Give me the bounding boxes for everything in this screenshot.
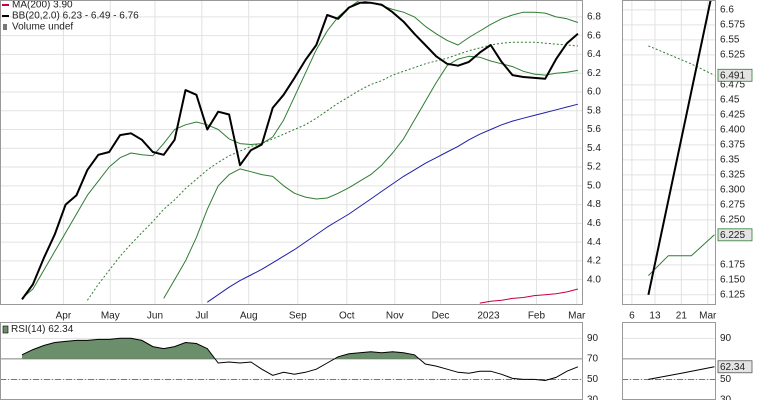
x-tick-label: 21 [676, 311, 688, 322]
y-tick-label: 5.4 [587, 143, 601, 154]
y-tick-label: 5.6 [587, 124, 601, 135]
end-label-box [717, 68, 753, 82]
y-tick-label: 70 [587, 354, 599, 365]
plot [0, 0, 583, 305]
y-tick-label: 6.6 [587, 30, 601, 41]
plot [622, 0, 716, 305]
series-line [21, 0, 579, 299]
y-tick-label: 6.2 [587, 68, 601, 79]
series-line [163, 55, 578, 299]
y-tick-label: 4.8 [587, 199, 601, 210]
x-tick-label: Feb [528, 311, 546, 322]
y-tick-label: 5.0 [587, 180, 601, 191]
x-tick-label: May [101, 311, 120, 322]
y-tick-label: 6.6 [720, 5, 734, 16]
title-icon [2, 325, 9, 334]
y-tick-label: 6.575 [720, 20, 745, 31]
y-tick-label: 4.6 [587, 218, 601, 229]
y-tick-label: 4.4 [587, 237, 601, 248]
series-line [207, 103, 579, 303]
end-label: 6.491 [720, 70, 745, 81]
y-tick-label: 4.0 [587, 274, 601, 285]
plot [0, 337, 583, 400]
x-tick-label: Oct [339, 311, 355, 322]
y-tick-label: 50 [587, 374, 599, 385]
y-tick-label: 6.275 [720, 199, 745, 210]
x-tick-label: Dec [432, 311, 450, 322]
x-tick-label: 2023 [477, 311, 500, 322]
panel-border [0, 0, 583, 305]
end-label-box [717, 228, 753, 242]
y-tick-label: 6.55 [720, 35, 740, 46]
y-tick-label: 6.150 [720, 274, 745, 285]
y-tick-label: 50 [720, 374, 732, 385]
rsi-line [648, 366, 715, 380]
x-tick-label: Sep [289, 311, 307, 322]
rsi-area [22, 338, 578, 359]
y-tick-label: 6.125 [720, 289, 745, 300]
x-tick-label: 13 [649, 311, 661, 322]
end-label-box [717, 360, 753, 374]
legend-icon [3, 24, 7, 30]
y-tick-label: 6.300 [720, 184, 745, 195]
y-tick-label: 6.8 [587, 12, 601, 23]
plot [622, 337, 716, 400]
legend-label: MA(200) 3.90 [12, 0, 73, 11]
y-tick-label: 6.250 [720, 214, 745, 225]
y-tick-label: 30 [587, 395, 599, 400]
y-tick-label: 6.375 [720, 139, 745, 150]
y-tick-label: 4.2 [587, 256, 601, 267]
y-tick-label: 6.175 [720, 259, 745, 270]
y-tick-label: 30 [720, 395, 732, 400]
y-tick-label: 6.400 [720, 124, 745, 135]
y-tick-label: 6.4 [587, 49, 601, 60]
y-tick-label: 6.0 [587, 87, 601, 98]
legend-label: BB(20,2.0) 6.23 - 6.49 - 6.76 [12, 11, 139, 22]
y-tick-label: 5.8 [587, 105, 601, 116]
series-line [21, 1, 579, 300]
series-line [479, 288, 579, 304]
x-tick-label: Mar [568, 311, 586, 322]
x-tick-label: Mar [699, 311, 717, 322]
series-line [647, 0, 712, 296]
y-tick-label: 6.35 [720, 154, 740, 165]
y-tick-label: 90 [720, 333, 732, 344]
x-tick-label: Jun [147, 311, 163, 322]
x-tick-label: Aug [240, 311, 258, 322]
y-tick-label: 6.325 [720, 169, 745, 180]
end-label: 62.34 [720, 362, 745, 373]
y-tick-label: 90 [587, 333, 599, 344]
legend-label: Volume undef [12, 22, 73, 33]
series-line [648, 234, 715, 276]
rsi-line [21, 337, 579, 382]
x-tick-label: Apr [56, 311, 72, 322]
y-tick-label: 6.45 [720, 95, 740, 106]
x-tick-label: Jul [195, 311, 208, 322]
x-tick-label: 6 [629, 311, 635, 322]
y-tick-label: 6.525 [720, 50, 745, 61]
panel-title: RSI(14) 62.34 [11, 324, 74, 335]
y-tick-label: 6.425 [720, 110, 745, 121]
panel-border [622, 0, 716, 305]
end-label: 6.225 [720, 230, 745, 241]
y-tick-label: 5.2 [587, 162, 601, 173]
x-tick-label: Nov [386, 311, 404, 322]
y-tick-label: 6.475 [720, 80, 745, 91]
